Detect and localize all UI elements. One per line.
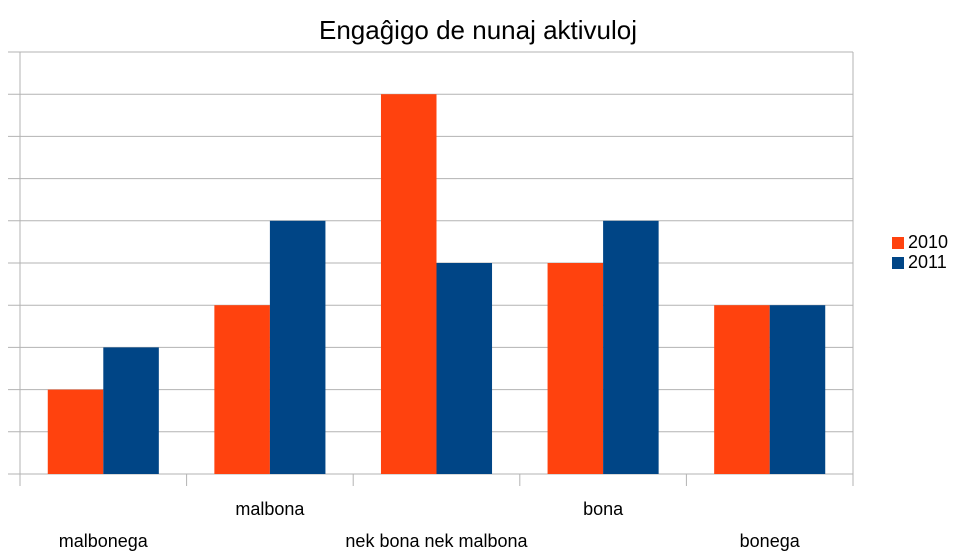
x-tick-label: nek bona nek malbona — [345, 531, 528, 551]
legend-label: 2011 — [908, 252, 947, 272]
bar — [603, 220, 659, 474]
bar — [47, 389, 104, 474]
bar — [547, 263, 604, 474]
chart-title: Engaĝigo de nunaj aktivuloj — [319, 15, 637, 45]
bar — [269, 220, 326, 474]
bar — [436, 263, 493, 474]
legend-swatch — [892, 237, 904, 249]
x-tick-label: bonega — [740, 531, 801, 551]
bar — [380, 94, 437, 474]
bar — [103, 347, 159, 474]
legend-label: 2010 — [908, 232, 948, 252]
x-tick-label: malbonega — [59, 531, 149, 551]
x-tick-label: malbona — [235, 499, 305, 519]
bar — [769, 305, 826, 474]
bar — [714, 305, 770, 474]
bar — [214, 305, 270, 474]
x-tick-label: bona — [583, 499, 624, 519]
legend-swatch — [892, 257, 904, 269]
